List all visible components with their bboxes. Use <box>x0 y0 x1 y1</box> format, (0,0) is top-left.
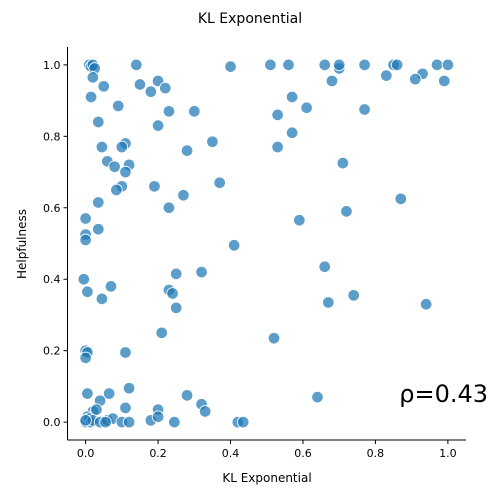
scatter-point <box>196 266 208 278</box>
scatter-point <box>170 268 182 280</box>
scatter-point <box>225 61 237 73</box>
scatter-point <box>85 91 97 103</box>
scatter-point <box>123 416 135 428</box>
scatter-point <box>272 141 284 153</box>
scatter-point <box>156 327 168 339</box>
scatter-point <box>268 332 280 344</box>
scatter-point <box>319 261 331 273</box>
scatter-point <box>442 59 454 71</box>
y-axis-ticks: 0.0 0.2 0.4 0.6 0.8 1.0 <box>43 59 68 429</box>
x-tick-label: 0.2 <box>149 447 167 460</box>
x-tick-label: 0.0 <box>77 447 95 460</box>
chart-title: KL Exponential <box>198 11 302 27</box>
scatter-point <box>438 75 450 87</box>
y-axis-label: Helpfulness <box>15 209 29 279</box>
scatter-point <box>96 293 108 305</box>
scatter-point <box>134 79 146 91</box>
scatter-point <box>326 75 338 87</box>
scatter-point <box>163 202 175 214</box>
correlation-annotation: ρ=0.43 <box>399 380 488 408</box>
scatter-point <box>181 145 193 157</box>
y-tick-label: 0.2 <box>43 345 61 358</box>
scatter-point <box>237 416 249 428</box>
scatter-point <box>100 416 112 428</box>
scatter-point <box>391 59 403 71</box>
scatter-point <box>120 402 132 414</box>
scatter-point <box>169 416 181 428</box>
scatter-point <box>294 214 306 226</box>
scatter-point <box>431 59 443 71</box>
scatter-point <box>96 141 108 153</box>
scatter-point <box>120 166 132 178</box>
x-axis-label: KL Exponential <box>222 471 311 485</box>
scatter-point <box>78 273 90 285</box>
scatter-point <box>337 157 349 169</box>
scatter-point <box>409 73 421 85</box>
scatter-point <box>123 382 135 394</box>
scatter-point <box>359 59 371 71</box>
scatter-point <box>80 213 92 225</box>
scatter-point <box>341 206 353 218</box>
y-tick-label: 0.6 <box>43 202 61 215</box>
scatter-point <box>105 281 117 293</box>
scatter-point <box>80 234 92 246</box>
scatter-point <box>283 59 295 71</box>
scatter-point <box>214 177 226 189</box>
x-tick-label: 1.0 <box>439 447 457 460</box>
scatter-point <box>181 390 193 402</box>
scatter-point <box>265 59 277 71</box>
scatter-point <box>82 286 94 298</box>
data-points <box>78 59 454 428</box>
scatter-point <box>109 161 121 173</box>
scatter-point <box>145 86 157 98</box>
scatter-point <box>111 184 123 196</box>
scatter-point <box>381 70 393 82</box>
scatter-point <box>359 104 371 116</box>
scatter-point <box>312 391 324 403</box>
scatter-point <box>160 82 172 94</box>
scatter-point <box>116 141 128 153</box>
scatter-point <box>131 59 143 71</box>
scatter-point <box>188 106 200 118</box>
scatter-point <box>228 239 240 251</box>
scatter-point <box>286 91 298 103</box>
y-tick-label: 0.0 <box>43 416 61 429</box>
scatter-point <box>98 81 110 93</box>
scatter-point <box>120 347 132 359</box>
scatter-point <box>80 415 92 427</box>
scatter-point <box>333 59 345 71</box>
scatter-point <box>149 181 161 193</box>
scatter-point <box>420 298 432 310</box>
scatter-point <box>199 406 211 418</box>
x-tick-label: 0.4 <box>222 447 240 460</box>
y-tick-label: 0.8 <box>43 130 61 143</box>
scatter-point <box>286 127 298 139</box>
y-tick-label: 1.0 <box>43 59 61 72</box>
scatter-point <box>272 109 284 121</box>
x-tick-label: 0.6 <box>294 447 312 460</box>
scatter-point <box>80 352 92 364</box>
scatter-point <box>152 411 164 423</box>
scatter-point <box>87 72 99 84</box>
x-tick-label: 0.8 <box>367 447 385 460</box>
scatter-point <box>395 193 407 205</box>
scatter-point <box>170 302 182 314</box>
scatter-point <box>207 136 219 148</box>
scatter-point <box>112 100 124 112</box>
scatter-point <box>323 297 335 309</box>
scatter-point <box>163 106 175 118</box>
scatter-point <box>178 189 190 201</box>
x-axis-ticks: 0.0 0.2 0.4 0.6 0.8 1.0 <box>77 440 457 460</box>
scatter-point <box>92 223 104 235</box>
scatter-point <box>92 197 104 209</box>
scatter-point <box>348 290 360 302</box>
scatter-point <box>167 288 179 300</box>
scatter-point <box>319 59 331 71</box>
scatter-point <box>301 102 313 114</box>
scatter-point <box>82 388 94 400</box>
y-tick-label: 0.4 <box>43 273 61 286</box>
scatter-point <box>92 116 104 128</box>
scatter-point <box>152 120 164 132</box>
